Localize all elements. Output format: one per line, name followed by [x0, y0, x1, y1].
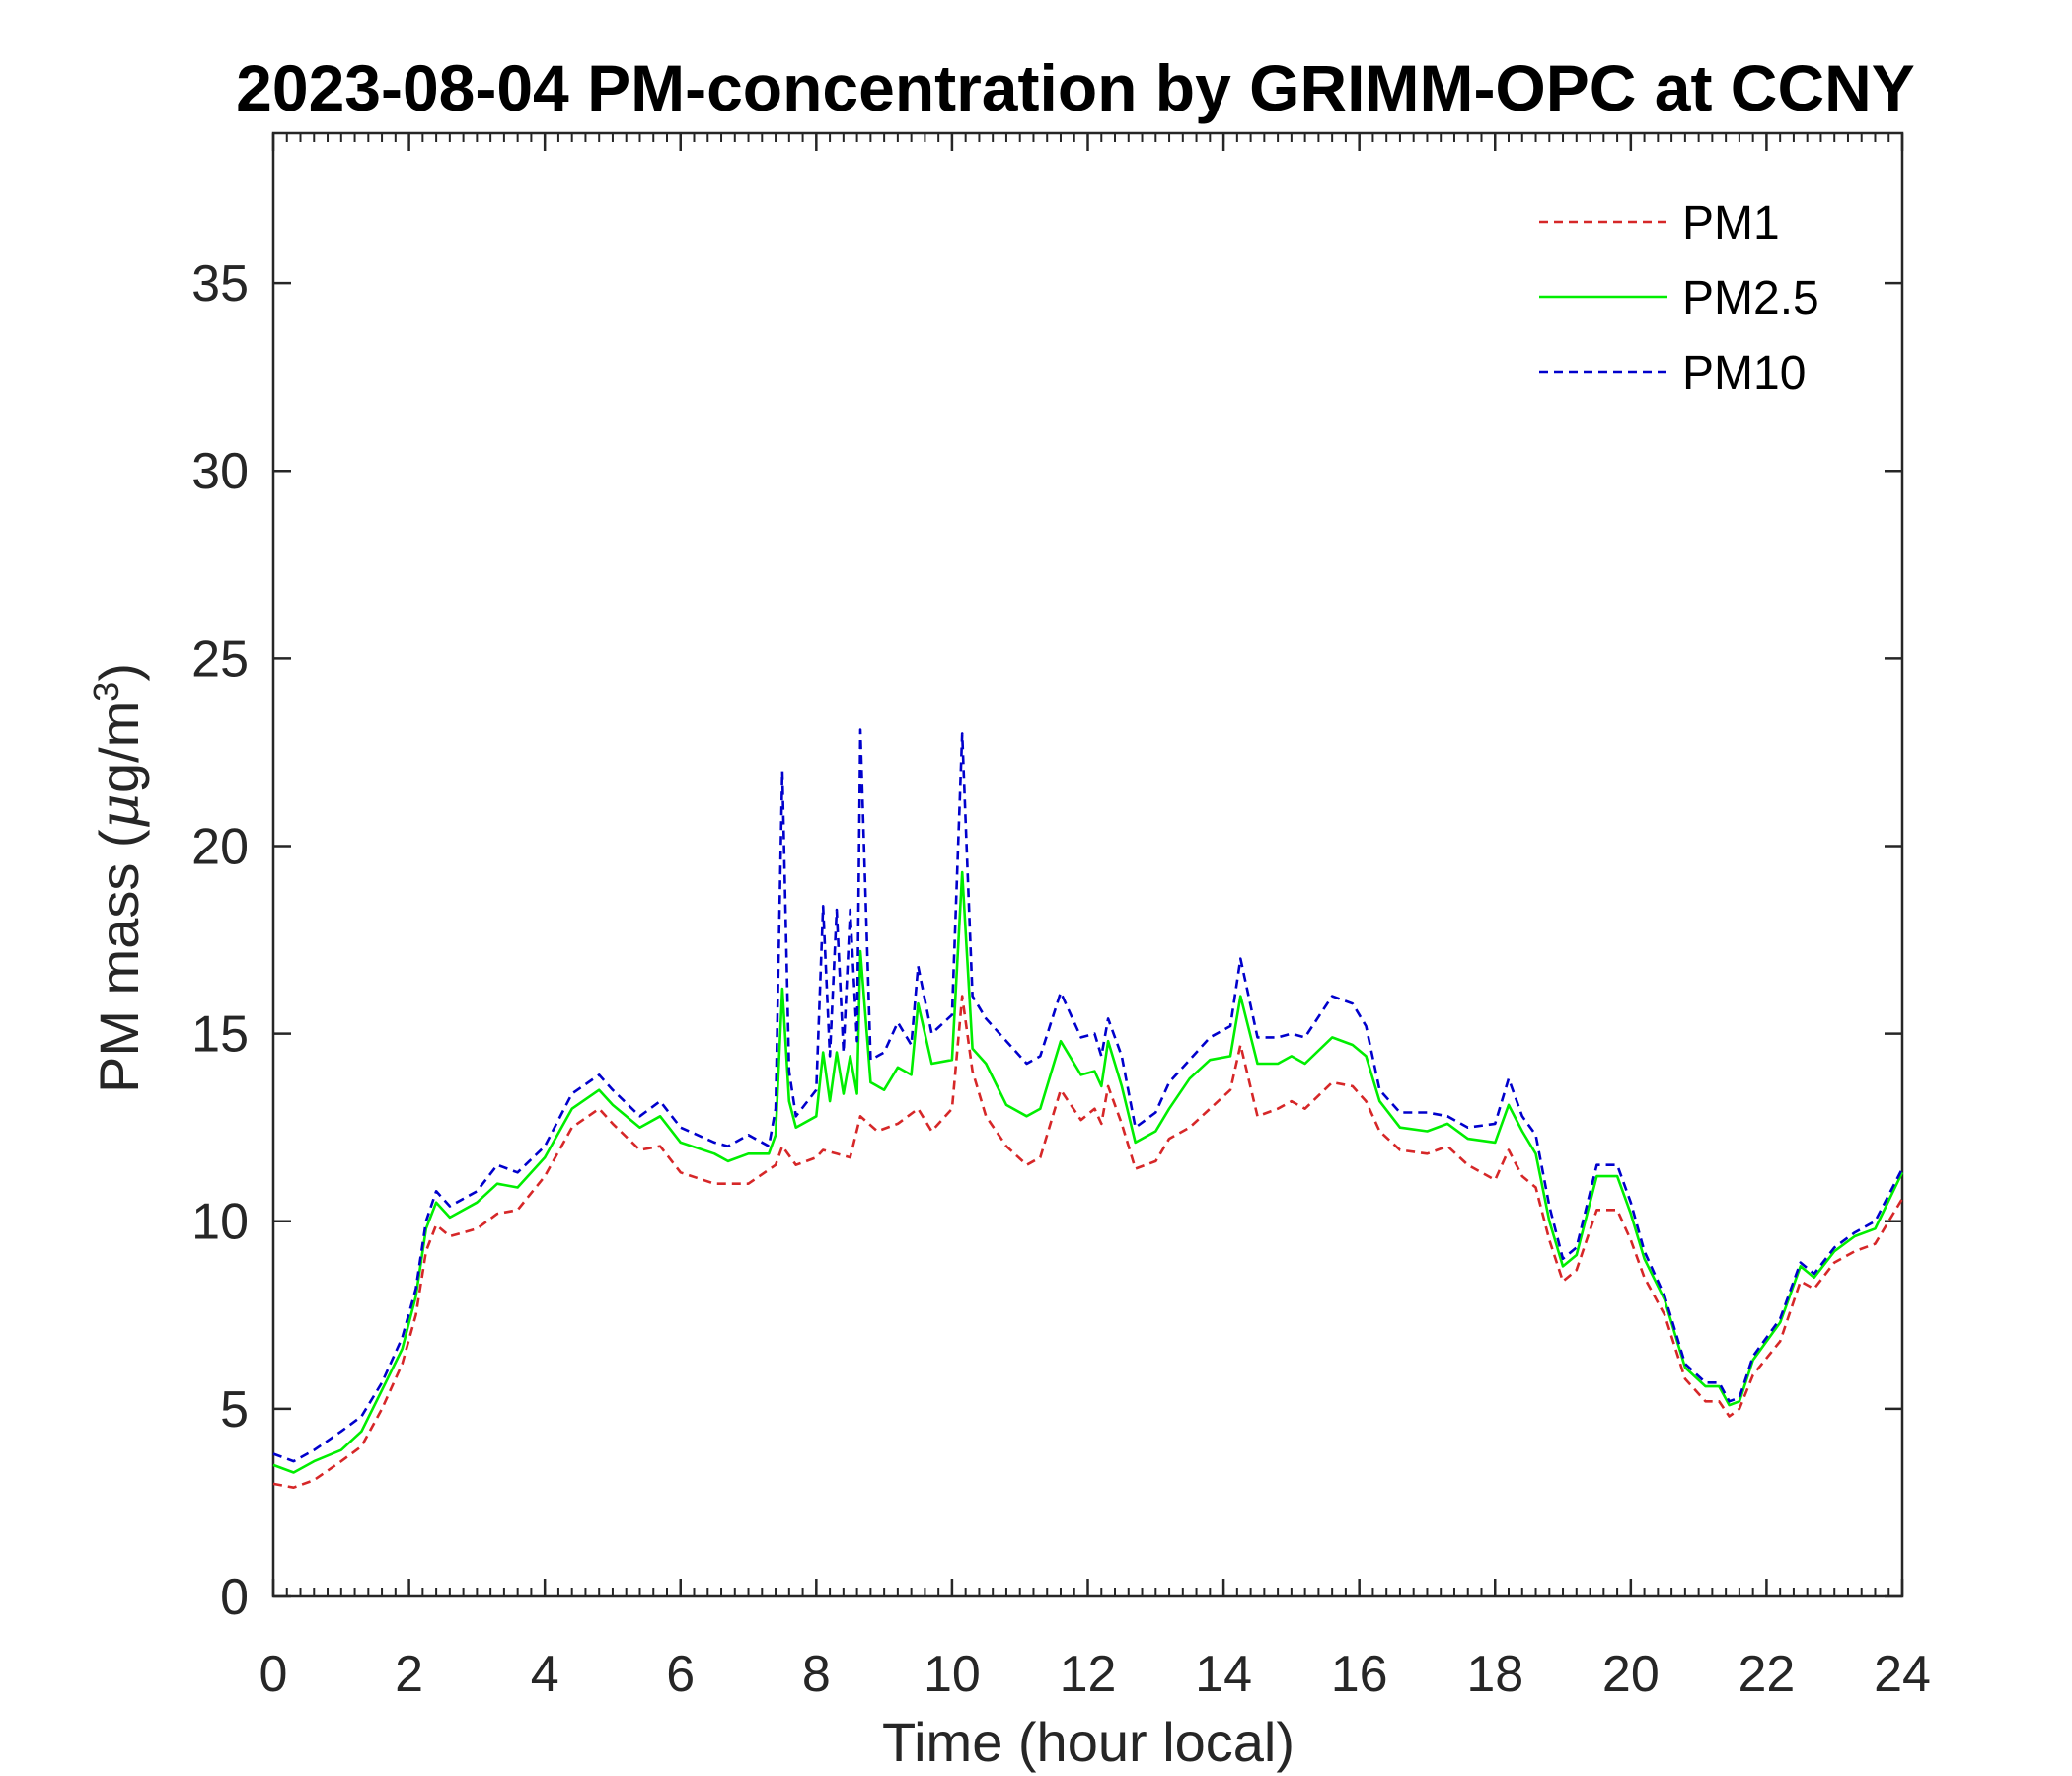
x-tick-label: 18 — [1466, 1646, 1523, 1703]
y-tick-label: 15 — [191, 1006, 249, 1064]
y-axis-label-mu: μ — [88, 793, 152, 829]
chart-title: 2023-08-04 PM-concentration by GRIMM-OPC… — [236, 51, 1915, 124]
y-tick-label: 25 — [191, 630, 249, 688]
y-axis-label-unit: g/m — [88, 702, 150, 793]
x-tick-label: 24 — [1874, 1646, 1931, 1703]
y-tick-label: 35 — [191, 256, 249, 313]
x-tick-label: 2 — [395, 1646, 423, 1703]
x-tick-label: 20 — [1602, 1646, 1660, 1703]
y-tick-label: 0 — [220, 1569, 249, 1626]
x-tick-label: 8 — [802, 1646, 831, 1703]
x-tick-label: 6 — [666, 1646, 695, 1703]
x-tick-label: 16 — [1331, 1646, 1388, 1703]
y-tick-label: 10 — [191, 1194, 249, 1251]
y-tick-labels: 0 5 10 15 20 25 30 35 — [191, 256, 249, 1626]
x-tick-label: 0 — [259, 1646, 288, 1703]
y-tick-label: 30 — [191, 443, 249, 500]
x-tick-label: 4 — [531, 1646, 559, 1703]
series-lines — [272, 728, 1904, 1489]
y-axis-label-prefix: PM mass ( — [88, 829, 150, 1093]
x-tick-label: 14 — [1195, 1646, 1252, 1703]
legend-label: PM2.5 — [1682, 272, 1819, 325]
y-axis-label-suffix: ) — [88, 663, 150, 682]
x-tick-labels: 0 2 4 6 8 10 12 14 16 18 20 22 24 — [259, 1646, 1931, 1703]
x-axis-label: Time (hour local) — [882, 1711, 1295, 1773]
plot-area — [271, 131, 1904, 1598]
legend-label: PM10 — [1682, 347, 1806, 400]
x-tick-label: 22 — [1738, 1646, 1795, 1703]
major-ticks — [271, 133, 1904, 1598]
x-tick-label: 12 — [1060, 1646, 1117, 1703]
y-tick-label: 5 — [220, 1381, 249, 1439]
legend: PM1 PM2.5 PM10 — [1539, 197, 1819, 400]
series-line-pm2-5 — [272, 870, 1904, 1474]
y-axis-label: PM mass (μg/m3) — [86, 663, 153, 1093]
legend-label: PM1 — [1682, 197, 1780, 250]
y-tick-label: 20 — [191, 818, 249, 875]
series-line-pm1 — [272, 995, 1904, 1489]
series-line-pm10 — [272, 728, 1904, 1463]
x-tick-label: 10 — [924, 1646, 981, 1703]
y-axis-label-superscript: 3 — [86, 682, 126, 702]
